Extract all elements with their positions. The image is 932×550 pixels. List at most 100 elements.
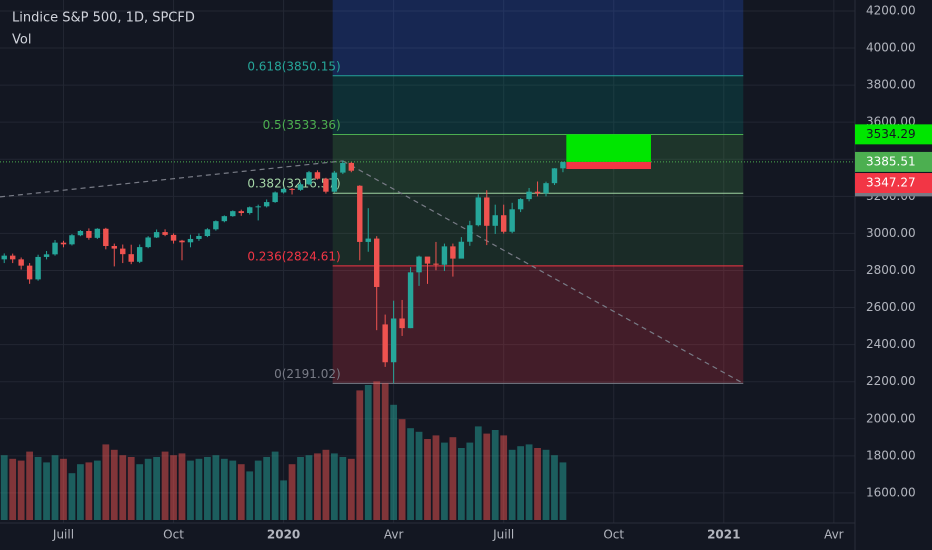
- candle-body: [382, 324, 388, 363]
- volume-bar: [500, 435, 508, 520]
- volume-bar: [381, 383, 389, 520]
- y-tick-label: 2400.00: [866, 337, 916, 351]
- volume-bar: [119, 455, 127, 520]
- y-tick-label: 1800.00: [866, 448, 916, 462]
- x-tick-label: Avr: [384, 528, 404, 542]
- candle-body: [213, 221, 219, 230]
- volume-bar: [508, 449, 516, 520]
- volume-bar: [491, 430, 499, 520]
- fib-label: 0.5(3533.36): [263, 118, 341, 132]
- volume-bar: [212, 455, 220, 520]
- candle-body: [136, 247, 143, 262]
- candle-body: [560, 162, 566, 169]
- candle-body: [492, 215, 498, 226]
- y-tick-label: 3800.00: [866, 78, 916, 92]
- price-label: 3534.29: [866, 127, 916, 141]
- candle-body: [153, 232, 160, 238]
- position-stop: [566, 161, 651, 170]
- candle-body: [365, 238, 371, 242]
- volume-bar: [356, 390, 364, 520]
- volume-bar: [60, 458, 67, 520]
- volume-bar: [330, 453, 338, 520]
- candle-body: [407, 272, 414, 329]
- candle-body: [263, 202, 270, 207]
- candle-body: [551, 168, 558, 184]
- volume-bar: [322, 449, 330, 520]
- volume-bar: [110, 449, 118, 520]
- candle-body: [60, 242, 67, 245]
- volume-bar: [127, 457, 135, 520]
- volume-bar: [9, 458, 17, 520]
- candle-body: [331, 172, 338, 192]
- candle-body: [526, 191, 532, 200]
- candle-body: [170, 234, 177, 241]
- candle-body: [111, 246, 117, 249]
- candle-body: [475, 197, 482, 226]
- candle-body: [221, 216, 228, 222]
- volume-bar: [415, 431, 423, 520]
- candle-body: [543, 183, 549, 194]
- volume-bar: [542, 449, 550, 520]
- volume-bar: [0, 455, 8, 520]
- candle-body: [103, 228, 109, 247]
- price-label: 3347.27: [866, 176, 916, 190]
- candle-body: [509, 209, 515, 232]
- fib-band: [332, 193, 744, 266]
- fib-label: 0.382(3216.57): [247, 177, 340, 191]
- candle-body: [416, 256, 422, 273]
- y-tick-label: 4200.00: [866, 3, 916, 17]
- volume-bar: [195, 458, 203, 520]
- candle-body: [433, 263, 439, 265]
- volume-bar: [364, 385, 372, 520]
- y-tick-label: 3000.00: [866, 226, 916, 240]
- volume-bar: [187, 460, 194, 520]
- volume-bar: [474, 426, 482, 520]
- candle-body: [484, 197, 490, 226]
- volume-bar: [220, 458, 228, 520]
- volume-bar: [178, 453, 186, 520]
- candle-body: [441, 246, 448, 265]
- volume-bar: [449, 437, 457, 520]
- volume-bar: [254, 460, 262, 520]
- price-label: 3385.51: [866, 154, 916, 168]
- candle-body: [357, 185, 363, 242]
- fib-label: 0.618(3850.15): [247, 59, 340, 73]
- volume-bar: [373, 381, 381, 520]
- volume-bar: [534, 448, 541, 520]
- y-tick-label: 2600.00: [866, 300, 916, 314]
- candle-body: [247, 207, 253, 214]
- volume-bar: [297, 457, 304, 520]
- volume-bar: [305, 455, 313, 520]
- volume-bar: [204, 457, 211, 520]
- volume-bar: [314, 453, 321, 520]
- volume-bar: [153, 457, 160, 520]
- y-tick-label: 4000.00: [866, 41, 916, 55]
- position-target: [566, 134, 651, 162]
- price-label-box: [855, 151, 932, 172]
- candle-body: [162, 232, 168, 235]
- candle-body: [272, 192, 278, 203]
- candle-body: [314, 172, 321, 179]
- y-tick-label: 2800.00: [866, 263, 916, 277]
- candle-body: [500, 215, 507, 232]
- candle-body: [534, 191, 541, 194]
- volume-bar: [390, 404, 398, 520]
- trend-line: [342, 160, 744, 384]
- volume-bar: [271, 451, 279, 520]
- y-tick-label: 2200.00: [866, 374, 916, 388]
- candle-body: [297, 184, 304, 190]
- fib-band: [332, 0, 744, 76]
- candle-body: [196, 235, 202, 239]
- volume-bar: [136, 464, 144, 520]
- candle-body: [128, 254, 134, 262]
- candle-body: [517, 199, 524, 210]
- volume-bar: [466, 442, 474, 520]
- volume-bar: [432, 435, 440, 520]
- candle-body: [26, 265, 33, 280]
- candle-body: [94, 228, 101, 238]
- volume-bar: [280, 480, 287, 520]
- candle-body: [120, 248, 126, 255]
- candle-body: [86, 230, 92, 238]
- candle-body: [69, 235, 75, 245]
- volume-bar: [237, 464, 245, 520]
